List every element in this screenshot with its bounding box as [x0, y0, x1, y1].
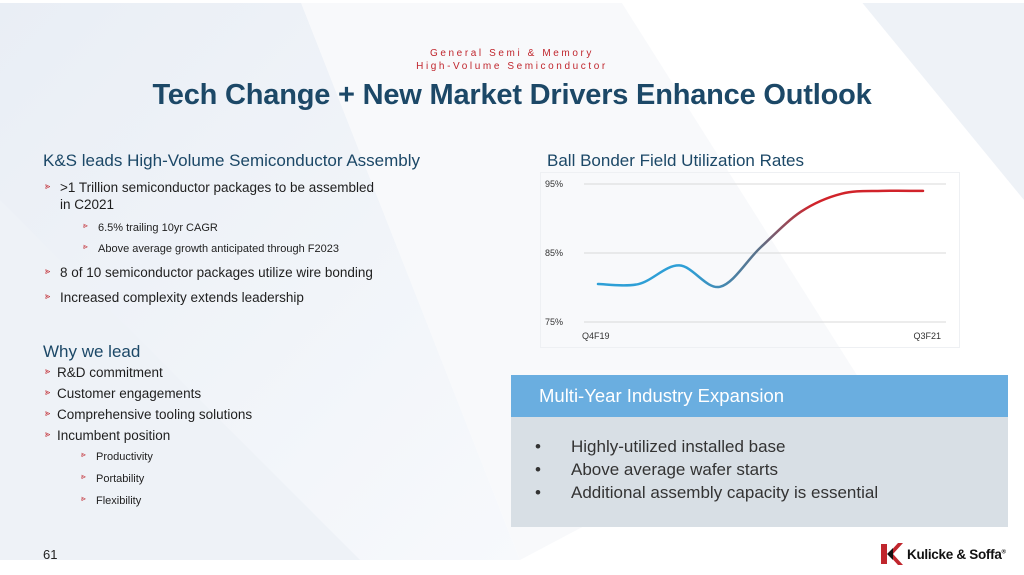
expansion-box-body: • Highly-utilized installed base • Above a… — [511, 417, 1008, 527]
bullet-dot-icon: • — [535, 460, 541, 479]
bullet-customer: Customer engagements — [57, 386, 202, 401]
bullet-arrow-icon: ⪢ — [45, 408, 51, 418]
section-heading-why: Why we lead — [43, 342, 141, 361]
bullet-arrow-icon: ⪢ — [45, 387, 51, 397]
sub-bullet-arrow-icon: ⪢ — [83, 242, 88, 251]
expansion-item: • Above average wafer starts — [535, 460, 778, 479]
sub-bullet-arrow-icon: ⪢ — [81, 494, 86, 503]
sub-bullet-portability: Portability — [96, 473, 145, 485]
company-logo: Kulicke & Soffa® — [880, 542, 1006, 566]
y-tick-label: 75% — [545, 317, 563, 327]
sub-bullet-arrow-icon: ⪢ — [83, 221, 88, 230]
expansion-box-header: Multi-Year Industry Expansion — [511, 375, 1008, 417]
x-tick-label: Q4F19 — [582, 331, 610, 341]
bullet-dot-icon: • — [535, 483, 541, 502]
utilization-chart: 95% 85% 75% Q4F19 Q3F21 — [540, 172, 960, 348]
bullet-tooling: Comprehensive tooling solutions — [57, 407, 253, 422]
sub-bullet-productivity: Productivity — [96, 451, 153, 463]
logo-text: Kulicke & Soffa® — [907, 546, 1006, 562]
chart-frame — [540, 172, 960, 348]
bullet-incumbent: Incumbent position — [57, 428, 171, 443]
sub-bullet-arrow-icon: ⪢ — [81, 472, 86, 481]
x-tick-label: Q3F21 — [913, 331, 941, 341]
y-tick-label: 95% — [545, 179, 563, 189]
eyebrow-line-1: General Semi & Memory — [429, 48, 595, 59]
bullet-complexity: Increased complexity extends leadership — [60, 290, 304, 305]
bullet-trillion-line1: >1 Trillion semiconductor packages to be… — [60, 180, 375, 195]
chart-title: Ball Bonder Field Utilization Rates — [547, 151, 805, 170]
bullet-arrow-icon: ⪢ — [45, 366, 51, 376]
sub-bullet-growth: Above average growth anticipated through… — [98, 243, 339, 255]
page-number: 61 — [43, 547, 58, 562]
eyebrow-line-2: High-Volume Semiconductor — [416, 61, 608, 72]
bullet-trillion-line2: in C2021 — [60, 197, 115, 212]
slide-title: Tech Change + New Market Drivers Enhance… — [152, 79, 872, 111]
sub-bullet-arrow-icon: ⪢ — [81, 450, 86, 459]
sub-bullet-cagr: 6.5% trailing 10yr CAGR — [98, 222, 218, 234]
bullet-rd: R&D commitment — [57, 365, 163, 380]
bullet-wire-bonding: 8 of 10 semiconductor packages utilize w… — [60, 265, 373, 280]
bullet-dot-icon: • — [535, 437, 541, 456]
utilization-series-line — [596, 189, 925, 289]
sub-bullet-flexibility: Flexibility — [96, 495, 142, 507]
bullet-arrow-icon: ⪢ — [45, 291, 51, 301]
bullet-arrow-icon: ⪢ — [45, 181, 51, 191]
y-tick-label: 85% — [545, 248, 563, 258]
expansion-item: • Additional assembly capacity is essenti… — [535, 483, 879, 502]
section-heading-leads: K&S leads High-Volume Semiconductor Asse… — [43, 151, 421, 170]
bullet-arrow-icon: ⪢ — [45, 429, 51, 439]
expansion-box-title: Multi-Year Industry Expansion — [539, 385, 785, 406]
bullet-arrow-icon: ⪢ — [45, 266, 51, 276]
ks-logo-icon — [881, 543, 903, 565]
expansion-item: • Highly-utilized installed base — [535, 437, 786, 456]
